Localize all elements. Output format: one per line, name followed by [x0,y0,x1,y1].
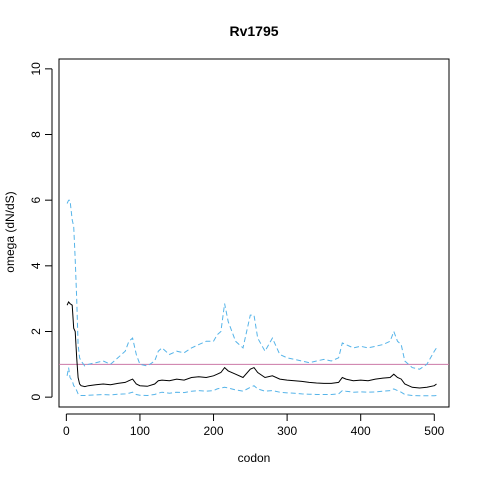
chart-title: Rv1795 [229,23,278,39]
y-tick-label: 10 [29,62,43,76]
x-tick-label: 500 [424,424,444,438]
y-tick-label: 4 [29,262,43,269]
confidence-bound-line-1 [66,199,437,370]
y-tick-label: 0 [29,393,43,400]
x-tick-label: 0 [63,424,70,438]
x-tick-label: 300 [277,424,297,438]
omega-estimate-line [66,300,437,389]
y-tick-label: 2 [29,328,43,335]
plot-area: 0 100 200 300 400 500 0 2 4 6 8 10 [29,58,450,438]
y-tick-label: 8 [29,131,43,138]
x-tick-label: 400 [351,424,371,438]
y-axis-label: omega (dN/dS) [3,191,17,272]
confidence-bound-line-2 [66,367,437,397]
x-tick-label: 100 [130,424,150,438]
x-tick-label: 200 [204,424,224,438]
y-tick-label: 6 [29,197,43,204]
plot-frame [58,58,450,408]
x-axis-label: codon [238,451,271,465]
